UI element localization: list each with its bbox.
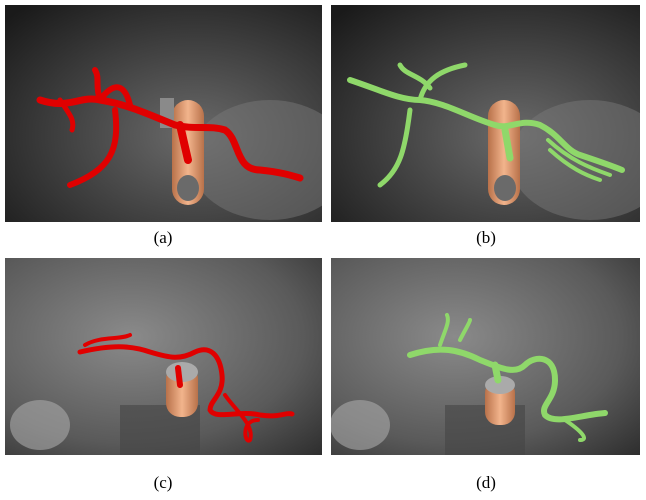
panel-caption: (a) xyxy=(154,228,173,247)
panel-caption: (b) xyxy=(476,228,496,247)
panel-caption: (c) xyxy=(154,473,173,492)
panel-c-image xyxy=(5,258,322,455)
panel-caption: (d) xyxy=(476,473,496,492)
panel-d-image xyxy=(330,258,640,455)
panel-a-image xyxy=(5,5,350,222)
figure: (a) (b) (c) (d) xyxy=(0,0,646,500)
panel-b-image xyxy=(331,5,646,222)
